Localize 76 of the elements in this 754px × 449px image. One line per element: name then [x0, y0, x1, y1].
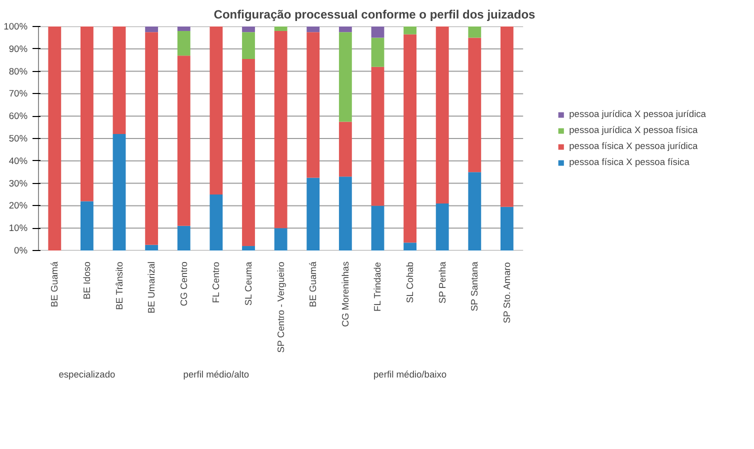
y-tick-label: 10% — [8, 223, 28, 234]
bar — [436, 203, 449, 250]
bar — [177, 56, 190, 226]
bar — [80, 26, 94, 202]
y-tick-label: 70% — [8, 88, 28, 99]
text: perfil médio/baixo — [373, 370, 447, 380]
bar — [145, 32, 158, 245]
x-tick-label: FL Trindade — [372, 262, 383, 312]
bar — [500, 206, 514, 250]
bar — [468, 26, 482, 38]
y-tick-label: 60% — [8, 111, 28, 122]
bar — [338, 176, 352, 250]
bar — [338, 32, 352, 122]
bar — [371, 38, 384, 67]
bar — [404, 242, 416, 250]
y-tick-label: 40% — [8, 156, 28, 166]
bar — [468, 172, 482, 250]
bar — [242, 32, 255, 59]
x-tick-label: SL Cohab — [405, 262, 416, 303]
bar — [145, 244, 158, 250]
x-tick-label: BE Idoso — [82, 261, 92, 300]
x-tick-label: SP Penha — [437, 260, 448, 304]
bar — [112, 26, 126, 134]
x-tick-label: SP Centro - Vergueiro — [276, 262, 286, 353]
x-tick-label: FL Centro — [211, 262, 222, 303]
bar — [274, 26, 288, 31]
x-tick-label: SP Santana — [470, 260, 480, 312]
bar — [338, 26, 352, 32]
bar — [177, 26, 190, 31]
y-tick-label: 90% — [8, 44, 28, 54]
y-tick-label: 80% — [8, 66, 28, 76]
x-tick-label: BE Guamá — [50, 260, 60, 308]
bar — [48, 26, 62, 250]
x-tick-label: CG Moreninhas — [340, 261, 350, 327]
bar — [210, 26, 223, 194]
bar — [371, 66, 384, 206]
bar — [242, 58, 255, 246]
bar — [242, 246, 255, 250]
y-tick-label: 20% — [8, 200, 28, 211]
bar — [436, 26, 449, 204]
bar — [177, 30, 190, 56]
x-tick-label: CG Centro — [178, 261, 189, 306]
x-tick-label: BE Trânsito — [114, 262, 124, 310]
bar — [145, 26, 158, 32]
bar — [177, 226, 190, 250]
bar — [112, 134, 126, 250]
legend-label: pessoa jurídica X pessoa física — [569, 125, 698, 135]
legend-label: pessoa jurídica X pessoa jurídica — [569, 109, 706, 119]
chart-title: Configuração processual conforme o perfil dos juizados — [214, 8, 536, 22]
y-tick-label: 50% — [8, 134, 28, 144]
bar — [371, 206, 384, 250]
y-tick-label: 0% — [14, 246, 28, 256]
bar — [500, 26, 514, 207]
bar — [338, 122, 352, 177]
y-tick-label: 100% — [4, 22, 28, 32]
x-tick-label: BE Guamá — [308, 260, 318, 308]
bar — [306, 178, 320, 250]
bar — [404, 26, 416, 34]
x-tick-label: BE Umarizal — [146, 261, 157, 314]
bar — [242, 26, 255, 32]
bar — [468, 38, 482, 172]
bar — [274, 30, 288, 228]
bar — [274, 228, 288, 250]
bar — [210, 194, 223, 250]
bar — [306, 26, 320, 32]
bar — [404, 34, 416, 243]
legend-label: pessoa física X pessoa jurídica — [569, 141, 698, 151]
x-tick-label: SL Ceuma — [244, 261, 254, 306]
x-tick-label: SP Sto. Amaro — [502, 262, 512, 324]
legend-label: pessoa física X pessoa física — [569, 157, 690, 167]
bar — [80, 201, 94, 250]
bar — [306, 32, 320, 178]
text: perfil médio/alto — [183, 370, 250, 380]
text: especializado — [58, 370, 116, 380]
bar — [371, 26, 384, 38]
y-tick-label: 30% — [8, 178, 28, 188]
